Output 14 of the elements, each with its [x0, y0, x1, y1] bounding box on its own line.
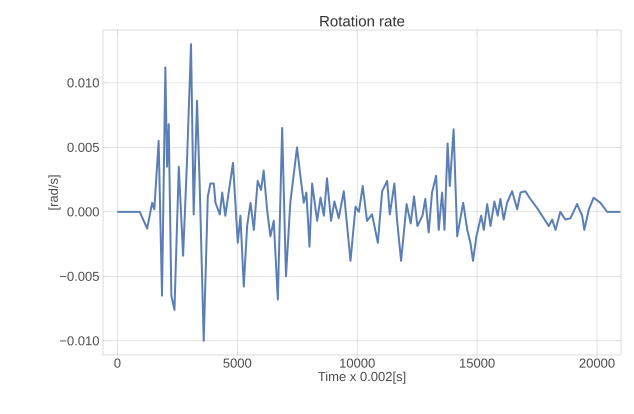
y-tick-label: −0.005 [60, 272, 99, 281]
x-tick-label: 10000 [340, 358, 375, 368]
x-axis-title: Time x 0.002[s] [318, 372, 406, 384]
y-axis-title: [rad/s] [48, 175, 60, 210]
y-tick-label: 0.010 [67, 78, 99, 88]
line-series [116, 43, 621, 342]
chart-title: Rotation rate [320, 15, 404, 26]
y-tick-label: 0.000 [67, 207, 99, 216]
y-tick-label: 0.005 [67, 142, 99, 152]
x-tick-label: 20000 [580, 358, 615, 368]
x-tick-label: 15000 [460, 358, 495, 368]
x-tick-label: 0 [114, 358, 121, 368]
x-tick-label: 5000 [223, 358, 252, 368]
y-tick-label: −0.010 [60, 336, 99, 346]
